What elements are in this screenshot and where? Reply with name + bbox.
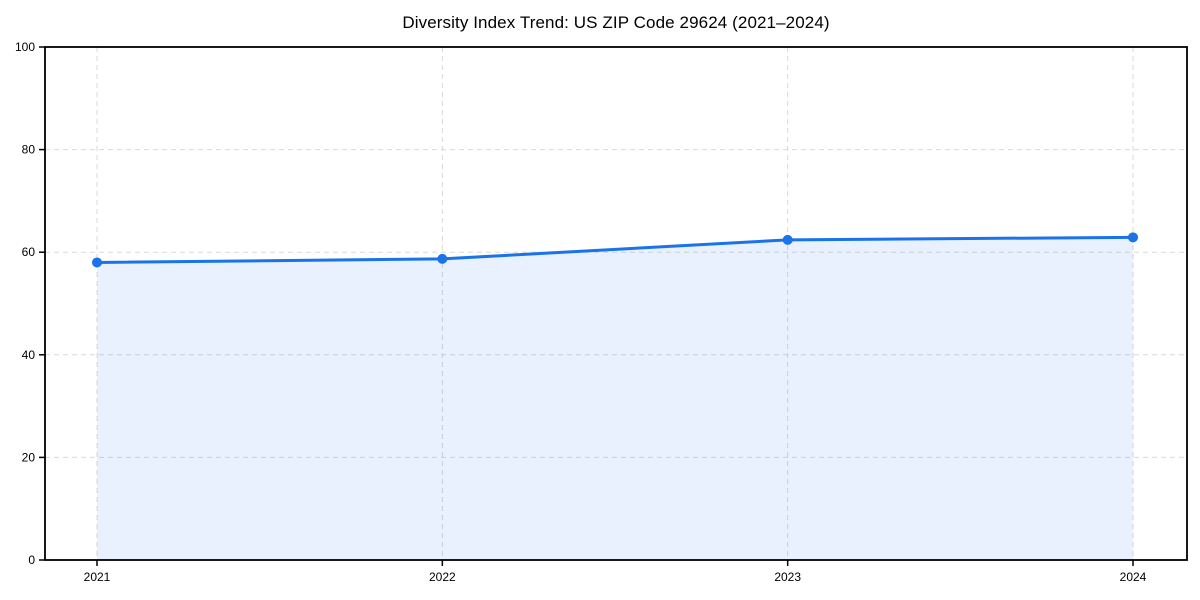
data-point bbox=[1128, 232, 1138, 243]
y-tick-label: 80 bbox=[22, 143, 36, 157]
plot-border bbox=[44, 46, 1188, 561]
x-tick-label: 2024 bbox=[1120, 570, 1147, 584]
chart-title: Diversity Index Trend: US ZIP Code 29624… bbox=[402, 13, 830, 32]
y-tick-label: 20 bbox=[22, 450, 36, 464]
y-tick-label: 100 bbox=[15, 40, 35, 54]
y-tick-label: 40 bbox=[22, 348, 36, 362]
x-tick-label: 2021 bbox=[84, 570, 111, 584]
data-point bbox=[437, 253, 448, 264]
y-tick-label: 60 bbox=[22, 245, 36, 259]
x-tick-label: 2022 bbox=[429, 570, 456, 584]
trend-line bbox=[95, 235, 1135, 264]
data-point bbox=[782, 234, 793, 245]
data-point bbox=[92, 257, 102, 268]
x-tick-label: 2023 bbox=[774, 570, 801, 584]
y-tick-label: 0 bbox=[28, 553, 35, 567]
area-fill bbox=[97, 237, 1133, 560]
